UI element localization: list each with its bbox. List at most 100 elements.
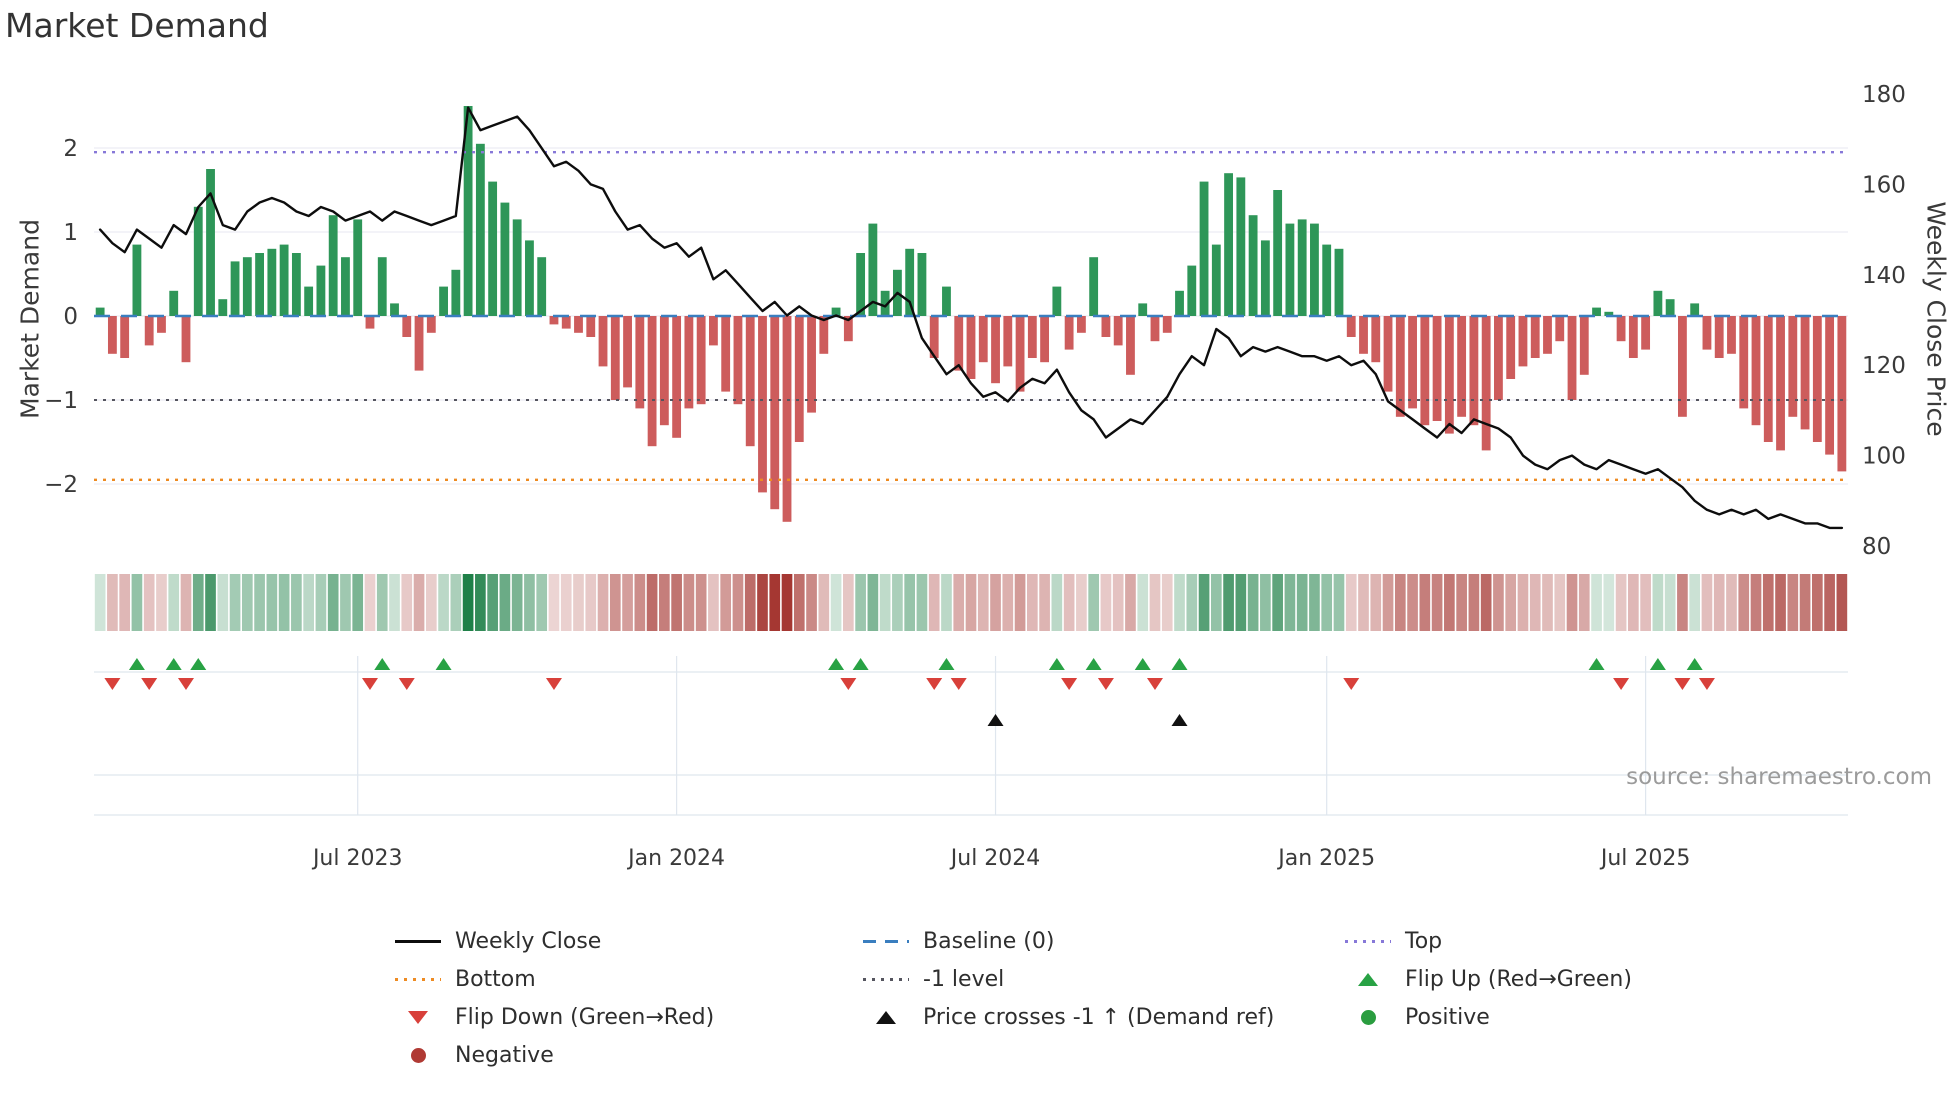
heatmap-cell [1198,574,1210,631]
demand-bar [1825,316,1835,455]
heatmap-cell [597,574,609,631]
heatmap-cell [1750,574,1762,631]
heatmap-cell [1063,574,1075,631]
demand-bar [475,143,485,316]
heatmap-cell [1431,574,1443,631]
heatmap-cell [1493,574,1504,631]
demand-bar [1236,177,1246,316]
demand-bar [1776,316,1785,451]
flip-down-marker-icon [1061,678,1078,690]
demand-bar [1150,316,1160,342]
demand-bar [782,316,792,522]
flip-down-marker-icon [361,678,378,690]
demand-bar [377,257,387,316]
demand-bar [328,215,338,316]
heatmap-cell [241,574,253,631]
heatmap-cell [1358,574,1369,631]
heatmap-cell [192,574,204,631]
demand-bar [954,316,964,371]
flip-down-marker-icon [1097,678,1114,690]
y-tick-label-right: 100 [1862,444,1906,470]
heatmap-cell [1321,574,1333,631]
demand-bar [439,286,448,316]
heatmap-cell [131,574,143,631]
heatmap-cell [1076,574,1087,631]
heatmap-cell [1333,574,1345,631]
demand-bar [169,290,179,316]
flip-down-marker-icon [926,678,943,690]
demand-bar [721,316,731,392]
demand-bar [868,223,878,316]
demand-bar [745,316,755,447]
heatmap-cell [413,574,425,631]
heatmap-cell [1456,574,1467,631]
flip-up-marker-icon [1171,658,1188,670]
demand-bar [107,316,117,354]
heatmap-cell [1210,574,1222,631]
demand-bars [95,106,1847,522]
heatmap-cell [1309,574,1320,631]
demand-bar [1494,316,1503,400]
heatmap-cell [548,574,560,631]
heatmap-cell [916,574,928,631]
heatmap-cell [1419,574,1431,631]
heatmap-cell [1125,574,1136,631]
demand-bar [905,248,915,316]
demand-bar [1346,316,1356,337]
heatmap-cell [1578,574,1590,631]
y-tick-label-left: 2 [63,136,78,162]
heatmap-cell [671,574,682,631]
y-tick-label-left: −1 [44,388,78,414]
source-credit: source: sharemaestro.com [1626,764,1932,790]
heatmap-cell [1787,574,1799,631]
heatmap-cell [1382,574,1394,631]
demand-bar [255,253,264,316]
demand-bar [1788,316,1798,417]
demand-bar [1395,316,1405,417]
flip-down-marker-icon [1146,678,1163,690]
demand-bar [561,316,571,329]
demand-bar [794,316,804,442]
demand-bar [1101,316,1111,337]
heatmap-cell [180,574,192,631]
demand-bar [291,253,301,316]
heatmap-cell [1394,574,1406,631]
flip-up-marker-icon [435,658,452,670]
flip-up-marker-icon [190,658,207,670]
flip-down-marker-icon [1698,678,1715,690]
heatmap-cell [1480,574,1492,631]
demand-bar [1285,223,1295,316]
demand-bar [733,316,743,405]
heatmap-cell [376,574,388,631]
demand-bar [1444,316,1454,434]
heatmap-cell [585,574,597,631]
demand-bar [1297,219,1307,316]
heatmap-cell [1799,574,1811,631]
heatmap-cell [107,574,118,631]
price-cross-marker-icon [1171,714,1188,726]
demand-bar [1371,316,1381,363]
demand-bar [426,316,436,333]
demand-bar [1089,257,1099,316]
heatmap-cell [1149,574,1161,631]
heatmap-cell [806,574,817,631]
event-markers [104,658,1715,726]
heatmap-cell [1284,574,1296,631]
demand-bar [770,316,780,510]
demand-bar [1592,307,1601,316]
heatmap-cell [708,574,719,631]
heatmap-cell [1640,574,1651,631]
heatmap-cell [830,574,842,631]
heatmap-cell [622,574,633,631]
heatmap-cell [536,574,548,631]
demand-bar [242,257,252,316]
heatmap-cell [229,574,241,631]
heatmap-cell [499,574,511,631]
heatmap-cell [1652,574,1664,631]
demand-bar [1273,190,1283,316]
y-tick-label-left: −2 [44,472,78,498]
demand-bar [193,206,203,316]
demand-bar [1015,316,1025,392]
x-tick-label: Jul 2023 [312,846,403,871]
